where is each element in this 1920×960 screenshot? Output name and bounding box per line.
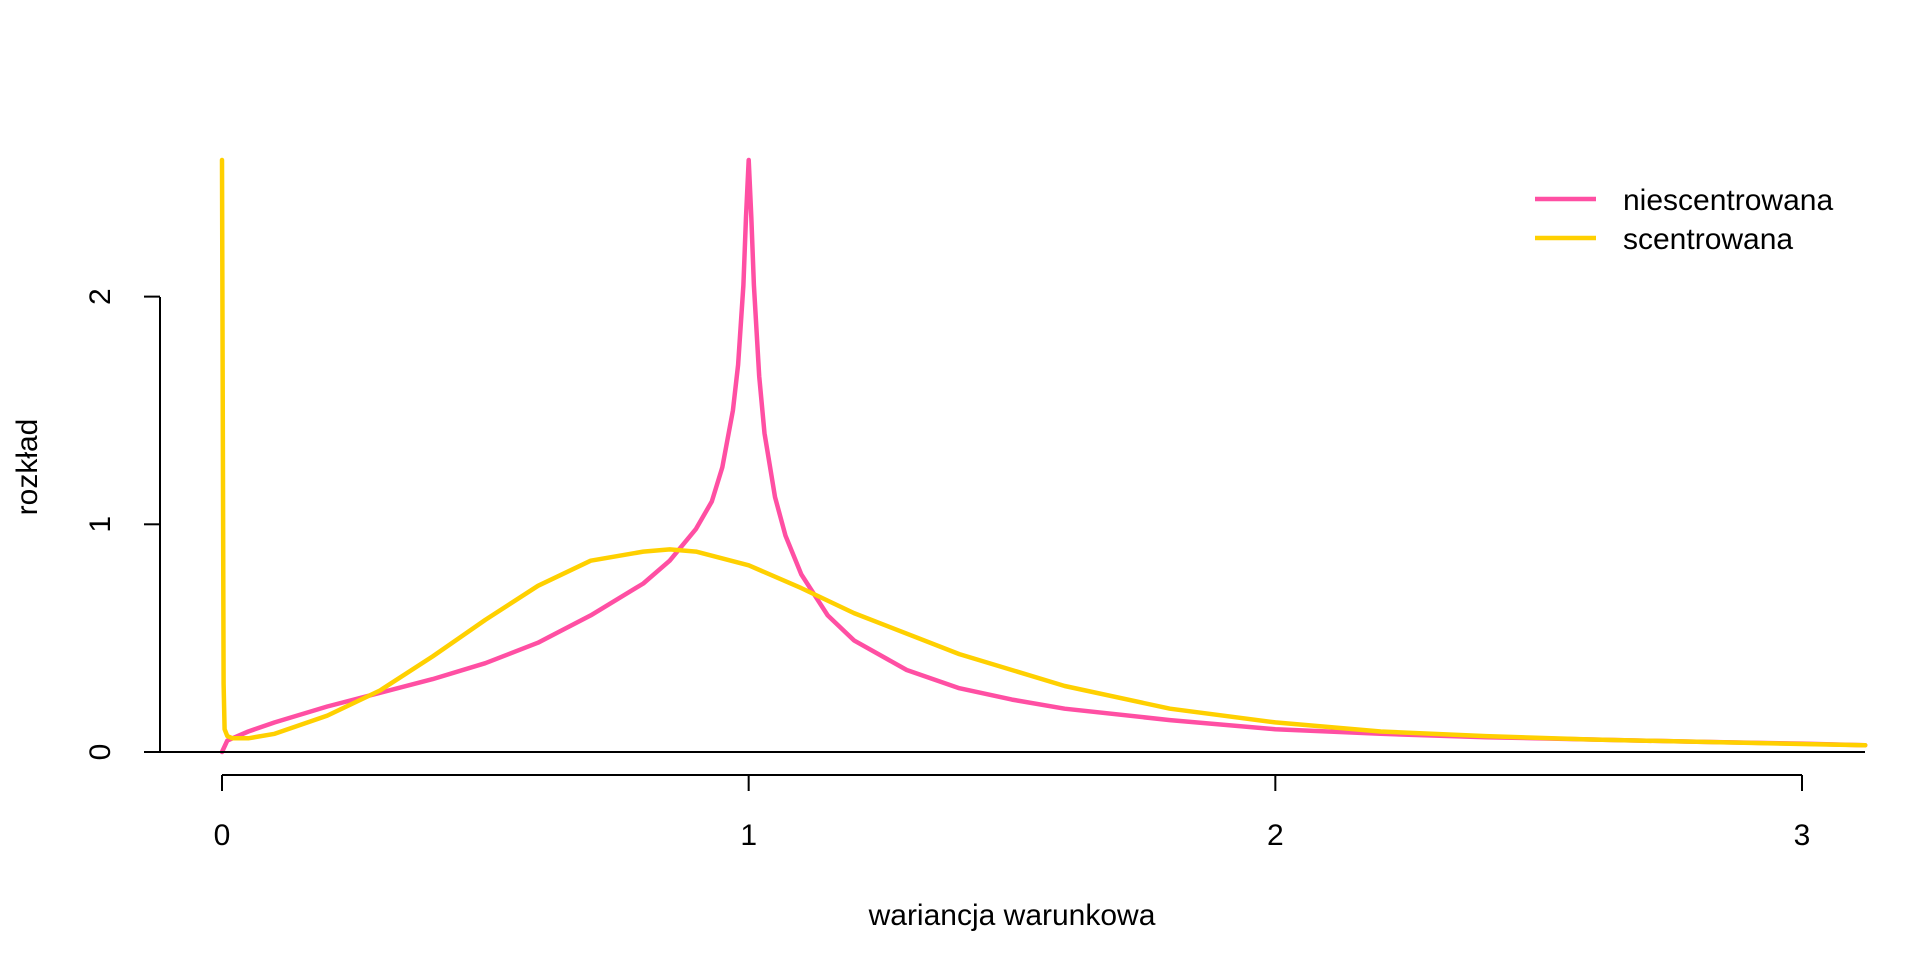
y-tick-label-1: 1	[84, 516, 117, 533]
series-layer	[219, 157, 1868, 755]
x-axis-title: wariancja warunkowa	[868, 899, 1156, 932]
series-line-niescentrowana	[219, 157, 1868, 755]
y-tick-label-0: 0	[84, 744, 117, 761]
x-tick-label-0: 0	[214, 819, 231, 852]
x-tick-label-2: 2	[1267, 819, 1284, 852]
series-line-scentrowana	[219, 157, 1868, 748]
x-tick-label-1: 1	[740, 819, 757, 852]
legend-label-scentrowana: scentrowana	[1623, 223, 1793, 256]
y-axis: 0 1 2	[84, 288, 161, 761]
x-tick-label-3: 3	[1794, 819, 1811, 852]
y-axis-title: rozkład	[11, 419, 44, 516]
y-tick-label-2: 2	[84, 288, 117, 305]
x-axis: 0 1 2 3	[160, 751, 1865, 852]
legend: niescentrowana scentrowana	[1535, 184, 1833, 256]
legend-label-niescentrowana: niescentrowana	[1623, 184, 1833, 217]
